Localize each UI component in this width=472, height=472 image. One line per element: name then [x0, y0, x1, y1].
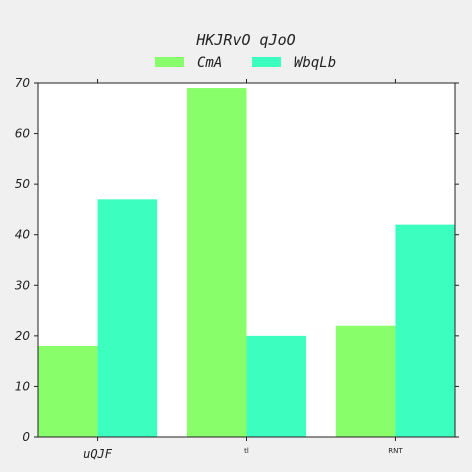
y-tick-label: 0 [22, 430, 30, 444]
bar-cma-tl [186, 88, 247, 438]
legend: CmA WbqLb [155, 55, 336, 71]
bars-group [38, 88, 455, 438]
legend-label-wbqlb: WbqLb [294, 55, 336, 71]
y-tick-label: 70 [15, 76, 31, 90]
x-tick-label: uQJF [83, 447, 113, 461]
chart-title: HKJRvO qJoO [195, 31, 295, 49]
bar-wbqlb-rnt [395, 224, 455, 437]
y-tick-label: 20 [15, 329, 31, 343]
axes-group: 0 10 20 30 40 50 60 70 uQJF tl RNT [15, 76, 459, 461]
bar-wbqlb-tl [246, 335, 307, 437]
bar-wbqlb-uqjf [97, 199, 158, 437]
y-tick-label: 50 [15, 177, 31, 191]
x-tick-label: tl [244, 447, 249, 455]
legend-swatch-wbqlb [252, 57, 281, 67]
y-tick-label: 60 [15, 127, 31, 141]
y-tick-label: 10 [15, 379, 31, 393]
y-tick-label: 30 [15, 278, 31, 292]
legend-label-cma: CmA [197, 55, 222, 71]
bar-cma-rnt [335, 325, 396, 437]
y-tick-label: 40 [15, 228, 31, 242]
legend-swatch-cma [155, 57, 184, 67]
x-tick-label: RNT [388, 447, 403, 455]
bar-cma-uqjf [38, 345, 98, 437]
